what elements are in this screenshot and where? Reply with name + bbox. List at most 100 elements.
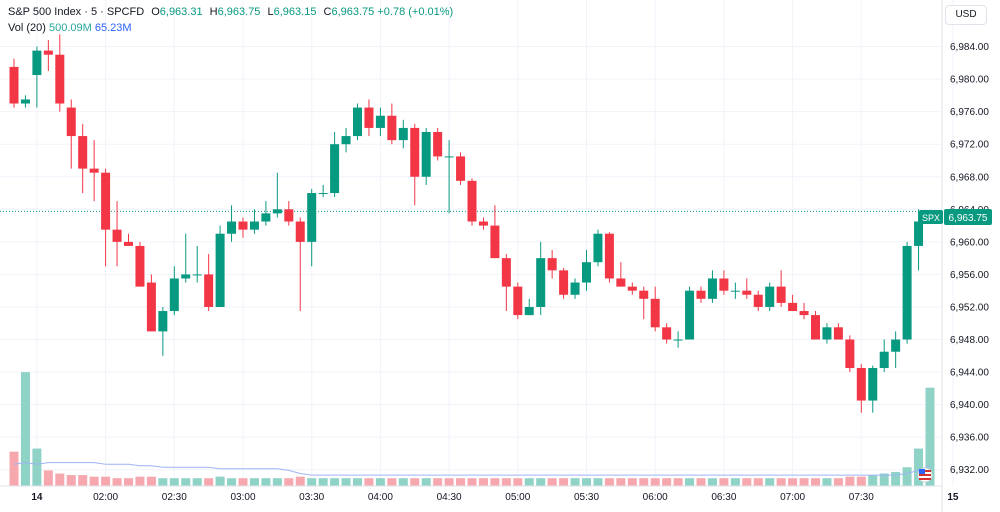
candle-body (146, 282, 156, 332)
candle-body (307, 193, 317, 242)
volume-ma-value: 65.23M (94, 22, 132, 34)
candle-body (215, 233, 225, 307)
candle-body (135, 245, 145, 287)
candle-body (227, 221, 237, 234)
volume-bar (799, 478, 809, 486)
volume-bar (249, 478, 259, 486)
volume-bar (627, 478, 637, 486)
candle-body (627, 286, 637, 291)
volume-bar (524, 478, 534, 486)
volume-bar (501, 478, 511, 486)
price-tick-label: 6,948.00 (950, 335, 989, 346)
candle-body (582, 262, 591, 283)
price-tick-label: 6,984.00 (950, 42, 989, 53)
candle-body (753, 294, 763, 307)
candle-body (89, 168, 99, 173)
candle-body (78, 136, 88, 169)
high-label: H (209, 6, 218, 18)
candle-body (456, 156, 466, 181)
candle-body (112, 229, 122, 242)
candle-body (902, 245, 912, 340)
last-price-symbol: SPX (922, 213, 940, 223)
time-tick-label: 05:30 (574, 492, 599, 503)
candle-body (204, 274, 214, 307)
price-tick-label: 6,936.00 (950, 433, 989, 444)
volume-bar (78, 475, 88, 486)
price-tick-label: 6,956.00 (950, 270, 989, 281)
candle-body (742, 290, 752, 295)
volume-indicator-title[interactable]: Vol (20) (8, 22, 46, 34)
price-tick-label: 6,976.00 (950, 107, 989, 118)
volume-bar (227, 478, 237, 486)
candle-body (9, 66, 19, 104)
candle-body (284, 209, 294, 222)
candle-body (444, 156, 454, 158)
candle-body (696, 290, 706, 299)
currency-button[interactable]: USD (945, 5, 987, 25)
candle-body (616, 278, 626, 287)
candle-body (604, 233, 614, 279)
volume-bars (9, 372, 935, 486)
candle-body (181, 274, 191, 279)
high-value: 6,963.75 (217, 6, 261, 18)
volume-bar (387, 478, 397, 486)
volume-bar (742, 478, 752, 486)
price-tick-label: 6,960.00 (950, 237, 989, 248)
volume-bar (433, 478, 443, 486)
low-value: 6,963.15 (273, 6, 317, 18)
time-tick-label: 07:00 (780, 492, 805, 503)
price-tick-label: 6,980.00 (950, 75, 989, 86)
candle-body (490, 225, 500, 259)
volume-bar (284, 478, 294, 486)
candle-body (478, 221, 488, 226)
candle-body (879, 351, 889, 368)
candle-body (249, 221, 259, 230)
price-axis[interactable]: 6,932.00 6,936.00 6,940.00 6,944.00 6,948.00… (950, 42, 989, 476)
volume-bar (261, 478, 271, 486)
volume-bar (536, 478, 546, 486)
volume-bar (616, 478, 626, 486)
volume-bar (513, 478, 523, 486)
volume-bar (925, 387, 935, 486)
volume-bar (20, 372, 30, 486)
candle-body (570, 282, 580, 295)
volume-bar (765, 478, 775, 486)
volume-bar (272, 478, 282, 486)
candle-body (364, 107, 374, 128)
candle-body (501, 258, 511, 287)
candle-body (891, 339, 901, 352)
candle-body (765, 286, 775, 307)
chart-grid (0, 0, 954, 486)
candle-body (513, 286, 523, 316)
time-tick-label: 03:30 (299, 492, 324, 503)
time-tick-label: 03:00 (230, 492, 255, 503)
candle-body (261, 213, 271, 222)
volume-bar (55, 473, 65, 486)
candle-body (410, 127, 420, 177)
volume-bar (295, 476, 305, 486)
volume-bar (341, 478, 351, 486)
volume-bar (135, 476, 145, 486)
time-tick-label: 15 (947, 492, 959, 503)
candle-body (593, 233, 603, 263)
volume-bar (753, 478, 763, 486)
price-candles (9, 34, 935, 413)
symbol-title[interactable]: S&P 500 Index · 5 · SPCFD (8, 6, 145, 18)
open-label: O (151, 6, 160, 18)
price-tick-label: 6,940.00 (950, 400, 989, 411)
volume-bar (364, 478, 374, 486)
volume-bar (192, 478, 202, 486)
candle-body (833, 327, 843, 340)
volume-bar (696, 478, 706, 486)
candle-body (822, 327, 832, 340)
price-tick-label: 6,968.00 (950, 172, 989, 183)
volume-bar (707, 478, 717, 486)
candle-body (868, 368, 878, 401)
time-axis[interactable]: 14 02:00 02:30 03:00 03:30 04:00 04:30 05:00 05:… (31, 492, 959, 503)
candle-body (295, 221, 305, 242)
us-flag-icon (917, 467, 933, 483)
price-tick-label: 6,944.00 (950, 368, 989, 379)
volume-bar (66, 475, 76, 486)
candle-body (32, 50, 42, 76)
